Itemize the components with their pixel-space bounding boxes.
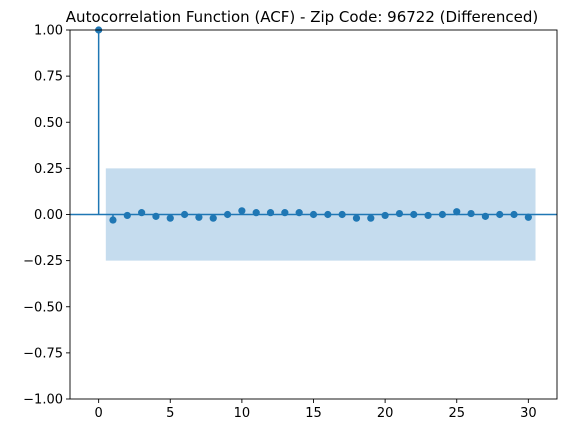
acf-point bbox=[166, 214, 174, 222]
acf-point bbox=[381, 211, 389, 220]
acf-point bbox=[395, 209, 404, 218]
acf-point bbox=[524, 213, 532, 221]
acf-point bbox=[309, 210, 318, 219]
y-tick-label: 1.00 bbox=[34, 24, 63, 39]
acf-point bbox=[410, 210, 418, 219]
acf-point bbox=[209, 214, 217, 222]
chart-title: Autocorrelation Function (ACF) - Zip Cod… bbox=[66, 8, 538, 26]
y-tick-label: 0.00 bbox=[34, 208, 63, 223]
y-tick-label: −0.50 bbox=[23, 300, 63, 315]
y-tick-label: 0.75 bbox=[34, 70, 63, 85]
acf-point bbox=[152, 212, 160, 220]
x-tick-label: 20 bbox=[377, 406, 394, 421]
acf-point bbox=[324, 210, 332, 219]
acf-point bbox=[453, 208, 461, 216]
y-tick-label: −1.00 bbox=[23, 393, 63, 408]
acf-point bbox=[438, 210, 447, 219]
acf-point bbox=[496, 210, 504, 219]
x-tick-label: 30 bbox=[520, 406, 537, 421]
y-axis-ticks: −1.00 −0.75 −0.50 −0.25 0.00 0.25 0.50 0.75 1.00 bbox=[23, 24, 70, 408]
y-tick-label: −0.25 bbox=[23, 254, 63, 269]
acf-point bbox=[195, 213, 203, 221]
y-tick-label: 0.50 bbox=[34, 116, 63, 131]
x-tick-label: 0 bbox=[95, 406, 103, 421]
acf-point bbox=[510, 210, 518, 219]
acf-point bbox=[338, 210, 346, 219]
acf-point bbox=[424, 211, 432, 220]
acf-point bbox=[138, 209, 146, 217]
acf-point bbox=[123, 211, 131, 220]
acf-point bbox=[367, 214, 375, 222]
acf-point bbox=[295, 209, 303, 217]
acf-point bbox=[109, 216, 117, 224]
acf-point bbox=[481, 212, 489, 220]
acf-point bbox=[266, 209, 275, 217]
acf-point bbox=[238, 207, 246, 215]
acf-point bbox=[252, 209, 260, 217]
x-tick-label: 5 bbox=[166, 406, 174, 421]
x-axis-ticks: 0 5 10 15 20 25 30 bbox=[95, 399, 537, 421]
acf-point bbox=[467, 209, 475, 218]
x-tick-label: 15 bbox=[305, 406, 322, 421]
y-tick-label: −0.75 bbox=[23, 346, 63, 361]
y-tick-label: 0.25 bbox=[34, 162, 63, 177]
marker-layer bbox=[95, 26, 532, 224]
x-tick-label: 10 bbox=[234, 406, 251, 421]
x-tick-label: 25 bbox=[448, 406, 465, 421]
acf-point bbox=[180, 210, 189, 219]
acf-point bbox=[352, 214, 361, 222]
acf-point bbox=[281, 209, 289, 217]
acf-point bbox=[223, 210, 232, 219]
